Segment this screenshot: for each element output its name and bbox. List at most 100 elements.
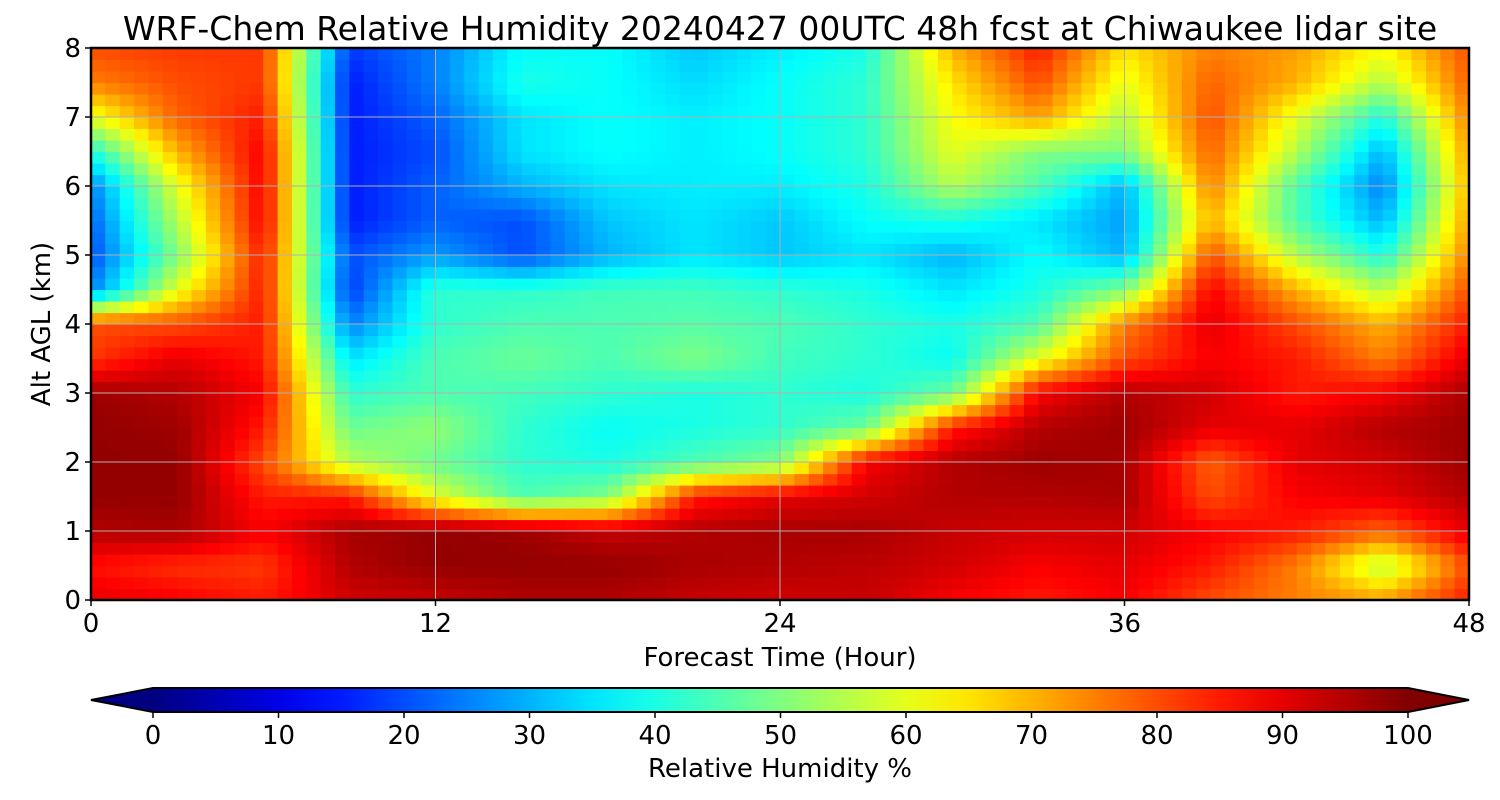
heat-cell xyxy=(449,220,465,233)
heat-cell xyxy=(205,416,221,429)
heat-cell xyxy=(1354,82,1370,95)
heat-cell xyxy=(1167,255,1183,268)
heat-cell xyxy=(1052,232,1068,245)
heat-cell xyxy=(622,450,638,463)
heat-cell xyxy=(550,439,566,452)
heat-cell xyxy=(1196,105,1212,118)
heat-cell xyxy=(765,140,781,153)
heat-cell xyxy=(535,427,551,440)
heat-cell xyxy=(263,278,279,291)
heat-cell xyxy=(119,128,135,141)
heat-cell xyxy=(1239,577,1255,590)
heat-cell xyxy=(363,186,379,199)
heat-cell xyxy=(794,117,810,130)
heat-cell xyxy=(1339,312,1355,325)
heat-cell xyxy=(378,531,394,544)
heat-cell xyxy=(1339,48,1355,61)
heat-cell xyxy=(392,519,408,532)
heat-cell xyxy=(1339,450,1355,463)
heat-cell xyxy=(392,209,408,222)
heat-cell xyxy=(564,105,580,118)
heat-cell xyxy=(708,370,724,383)
heat-cell xyxy=(607,358,623,371)
heat-cell xyxy=(1239,255,1255,268)
heat-cell xyxy=(1138,485,1154,498)
heat-cell xyxy=(263,174,279,187)
heat-cell xyxy=(995,404,1011,417)
heat-cell xyxy=(952,462,968,475)
heat-cell xyxy=(564,370,580,383)
heat-cell xyxy=(291,450,307,463)
heat-cell xyxy=(1167,416,1183,429)
heat-cell xyxy=(421,439,437,452)
heat-cell xyxy=(1210,278,1226,291)
heat-cell xyxy=(593,209,609,222)
heat-cell xyxy=(1153,393,1169,406)
heat-cell xyxy=(765,312,781,325)
heat-cell xyxy=(320,462,336,475)
heat-cell xyxy=(335,542,350,555)
heat-cell xyxy=(1268,577,1283,590)
heat-cell xyxy=(579,312,594,325)
heat-cell xyxy=(449,393,465,406)
heat-cell xyxy=(1411,94,1427,107)
heat-cell xyxy=(995,243,1011,256)
heat-cell xyxy=(794,163,810,176)
heat-cell xyxy=(91,427,106,440)
heat-cell xyxy=(650,485,666,498)
heat-cell xyxy=(1382,128,1398,141)
heat-cell xyxy=(306,404,322,417)
heat-cell xyxy=(320,59,336,72)
heat-cell xyxy=(866,324,882,337)
heat-cell xyxy=(363,48,379,61)
heat-cell xyxy=(708,565,724,578)
heat-cell xyxy=(780,232,795,245)
heat-cell xyxy=(622,347,638,360)
heat-cell xyxy=(550,347,566,360)
heat-cell xyxy=(1382,439,1398,452)
heat-cell xyxy=(808,439,824,452)
heat-cell xyxy=(320,393,336,406)
heat-cell xyxy=(909,209,925,222)
heat-cell xyxy=(909,531,925,544)
heat-cell xyxy=(679,209,695,222)
heat-cell xyxy=(708,496,724,509)
heat-cell xyxy=(1282,197,1298,210)
heat-cell xyxy=(1067,59,1083,72)
heat-cell xyxy=(378,577,394,590)
heat-cell xyxy=(1354,209,1370,222)
heat-cell xyxy=(291,312,307,325)
heat-cell xyxy=(1052,404,1068,417)
heat-cell xyxy=(291,393,307,406)
heat-cell xyxy=(622,508,638,521)
heat-cell xyxy=(162,462,178,475)
heat-cell xyxy=(866,404,882,417)
heat-cell xyxy=(1382,485,1398,498)
heat-cell xyxy=(851,335,867,348)
heat-cell xyxy=(1296,358,1312,371)
heat-cell xyxy=(349,278,365,291)
heat-cell xyxy=(1239,370,1255,383)
heat-cell xyxy=(119,347,135,360)
heat-cell xyxy=(851,416,867,429)
heat-cell xyxy=(1411,232,1427,245)
heat-cell xyxy=(1454,370,1469,383)
heat-cell xyxy=(1210,416,1226,429)
heat-cell xyxy=(535,462,551,475)
heat-cell xyxy=(1153,450,1169,463)
heat-cell xyxy=(1210,347,1226,360)
heat-cell xyxy=(966,554,982,567)
heat-cell xyxy=(794,220,810,233)
heat-cell xyxy=(1339,427,1355,440)
heat-cell xyxy=(464,565,480,578)
heat-cell xyxy=(406,163,422,176)
heat-cell xyxy=(191,312,207,325)
heat-cell xyxy=(837,370,853,383)
heat-cell xyxy=(550,577,566,590)
heat-cell xyxy=(119,209,135,222)
heat-cell xyxy=(1052,48,1068,61)
heat-cell xyxy=(751,370,767,383)
heat-cell xyxy=(134,450,150,463)
heat-cell xyxy=(1181,186,1197,199)
heat-cell xyxy=(162,243,178,256)
